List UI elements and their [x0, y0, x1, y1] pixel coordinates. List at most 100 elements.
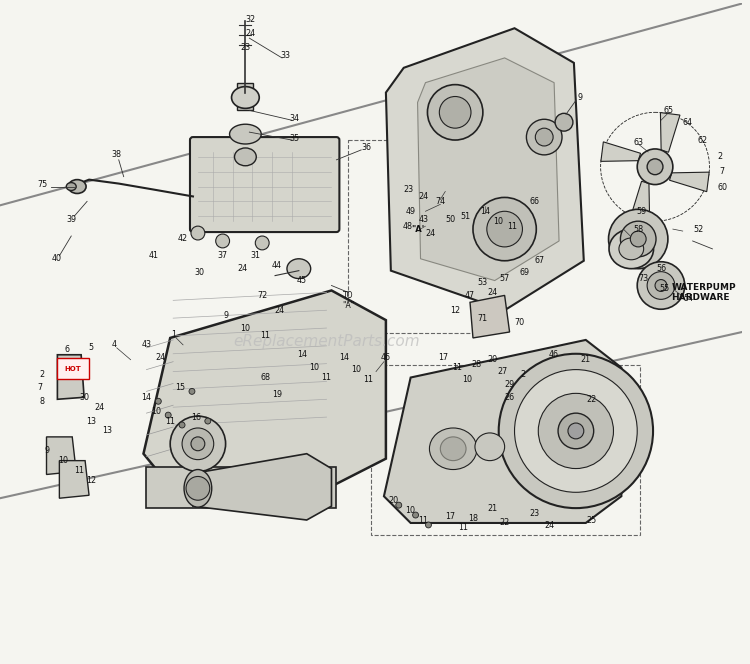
- Text: 66: 66: [530, 197, 539, 206]
- Circle shape: [189, 388, 195, 394]
- Text: 11: 11: [419, 515, 428, 525]
- Text: 55: 55: [660, 284, 670, 293]
- Text: 58: 58: [633, 224, 644, 234]
- Ellipse shape: [430, 428, 477, 469]
- Text: 28: 28: [472, 360, 482, 369]
- Circle shape: [499, 354, 653, 508]
- Text: 70: 70: [514, 317, 524, 327]
- Text: 13: 13: [102, 426, 112, 436]
- Text: 11: 11: [165, 416, 176, 426]
- Circle shape: [647, 159, 663, 175]
- Polygon shape: [193, 454, 332, 520]
- Text: 59: 59: [636, 207, 646, 216]
- Text: 24: 24: [94, 402, 104, 412]
- Ellipse shape: [235, 148, 256, 166]
- Text: 13: 13: [86, 416, 96, 426]
- Circle shape: [216, 234, 229, 248]
- Text: 44: 44: [272, 261, 282, 270]
- Text: 21: 21: [488, 503, 498, 513]
- Text: 45: 45: [297, 276, 307, 285]
- Text: 8: 8: [39, 397, 44, 406]
- Ellipse shape: [475, 433, 505, 461]
- Text: 24: 24: [237, 264, 248, 273]
- Circle shape: [413, 512, 419, 518]
- Text: 2: 2: [718, 152, 723, 161]
- Text: 17: 17: [438, 353, 448, 363]
- Circle shape: [186, 477, 210, 500]
- Polygon shape: [470, 295, 509, 338]
- Text: 19: 19: [272, 390, 282, 399]
- Text: 52: 52: [694, 224, 703, 234]
- Text: 32: 32: [245, 15, 256, 24]
- Text: 25: 25: [586, 515, 597, 525]
- Text: "A': "A': [411, 224, 424, 234]
- Circle shape: [396, 502, 402, 508]
- Ellipse shape: [619, 238, 644, 260]
- Text: 51: 51: [460, 212, 470, 220]
- Text: 7: 7: [720, 167, 725, 176]
- Ellipse shape: [184, 469, 211, 507]
- Text: 2: 2: [39, 370, 44, 379]
- Circle shape: [155, 398, 161, 404]
- Circle shape: [191, 226, 205, 240]
- Circle shape: [255, 236, 269, 250]
- Text: 26: 26: [505, 393, 515, 402]
- Polygon shape: [661, 113, 680, 152]
- Text: 24: 24: [425, 228, 436, 238]
- Text: 42: 42: [178, 234, 188, 244]
- Ellipse shape: [287, 259, 310, 279]
- Text: 67: 67: [534, 256, 544, 265]
- Circle shape: [608, 209, 668, 269]
- Text: 69: 69: [519, 268, 530, 277]
- Circle shape: [440, 96, 471, 128]
- Text: 60: 60: [717, 183, 728, 192]
- Text: 22: 22: [500, 519, 510, 527]
- Circle shape: [179, 422, 185, 428]
- Text: 64: 64: [682, 118, 693, 127]
- Circle shape: [638, 149, 673, 185]
- Text: 24: 24: [488, 288, 498, 297]
- Text: 57: 57: [500, 274, 510, 283]
- Circle shape: [630, 231, 646, 247]
- Text: 40: 40: [52, 254, 62, 264]
- Circle shape: [170, 416, 226, 471]
- Circle shape: [555, 114, 573, 131]
- Text: 49: 49: [406, 207, 416, 216]
- Text: 6: 6: [64, 345, 70, 355]
- Circle shape: [205, 418, 211, 424]
- Text: 24: 24: [544, 521, 554, 531]
- Text: 10: 10: [310, 363, 320, 372]
- Ellipse shape: [66, 183, 76, 191]
- Text: 9: 9: [578, 93, 583, 102]
- Text: 35: 35: [290, 133, 300, 143]
- Bar: [348, 140, 495, 333]
- Polygon shape: [143, 290, 386, 486]
- FancyBboxPatch shape: [190, 137, 340, 232]
- Text: 11: 11: [452, 363, 462, 372]
- Ellipse shape: [232, 86, 260, 108]
- Circle shape: [427, 84, 483, 140]
- Circle shape: [487, 211, 523, 247]
- Text: 39: 39: [66, 214, 76, 224]
- Text: 9: 9: [223, 311, 228, 319]
- Text: 11: 11: [322, 373, 332, 382]
- Text: 47: 47: [465, 291, 475, 300]
- Text: 7: 7: [37, 383, 42, 392]
- Text: 74: 74: [435, 197, 445, 206]
- Circle shape: [191, 437, 205, 451]
- Text: 56: 56: [656, 264, 666, 273]
- Ellipse shape: [230, 124, 261, 144]
- Ellipse shape: [68, 180, 86, 193]
- Text: 33: 33: [280, 51, 290, 60]
- Text: 12: 12: [450, 305, 460, 315]
- Bar: [58, 358, 89, 380]
- Ellipse shape: [609, 229, 653, 269]
- Text: 11: 11: [260, 331, 270, 341]
- Text: 37: 37: [217, 251, 228, 260]
- Text: 4: 4: [111, 341, 116, 349]
- Text: 71: 71: [478, 313, 488, 323]
- Text: 11: 11: [74, 466, 84, 475]
- Text: WATERPUMP
HARDWARE: WATERPUMP HARDWARE: [671, 283, 736, 302]
- Text: 14: 14: [339, 353, 350, 363]
- Text: 10: 10: [58, 456, 68, 465]
